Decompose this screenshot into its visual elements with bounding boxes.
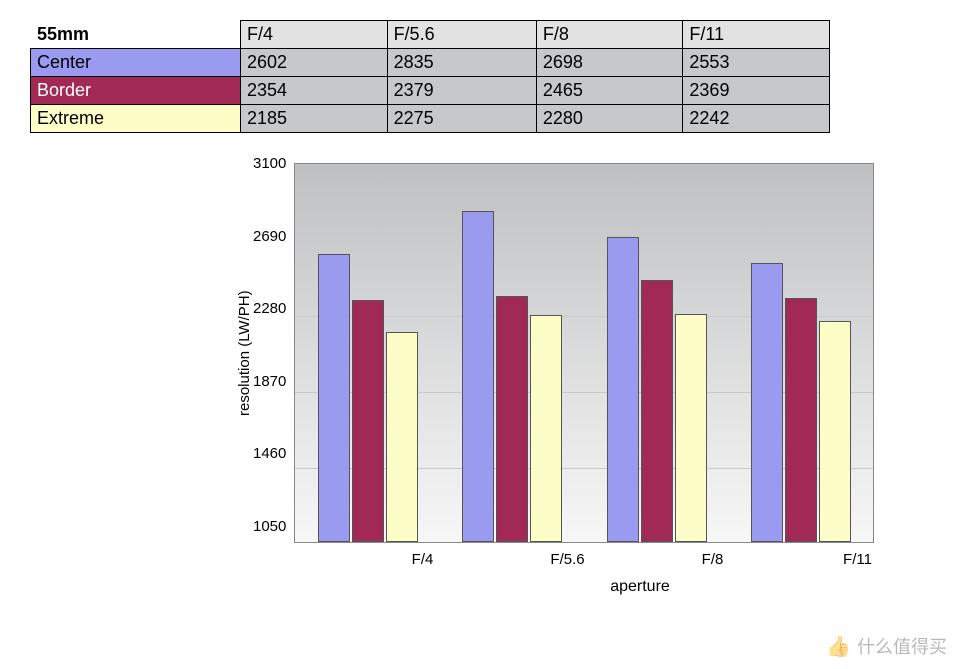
resolution-chart: resolution (LW/PH) 3100 2690 2280 1870 1… bbox=[230, 163, 930, 596]
row-label-extreme: Extreme bbox=[31, 105, 241, 133]
col-header: F/4 bbox=[241, 21, 388, 49]
col-header: F/11 bbox=[683, 21, 830, 49]
x-tick: F/11 bbox=[785, 551, 930, 568]
x-axis-label: aperture bbox=[350, 578, 930, 596]
x-tick: F/4 bbox=[350, 551, 495, 568]
table-row: Border 2354 2379 2465 2369 bbox=[31, 77, 830, 105]
bar-group bbox=[729, 164, 874, 542]
y-tick: 2280 bbox=[253, 300, 286, 317]
y-tick: 3100 bbox=[253, 155, 286, 172]
bar-extreme bbox=[386, 332, 418, 542]
bar-extreme bbox=[675, 314, 707, 542]
cell: 2369 bbox=[683, 77, 830, 105]
x-axis-ticks: F/4 F/5.6 F/8 F/11 bbox=[350, 551, 930, 568]
table-row: Extreme 2185 2275 2280 2242 bbox=[31, 105, 830, 133]
cell: 2698 bbox=[536, 49, 683, 77]
table-row: Center 2602 2835 2698 2553 bbox=[31, 49, 830, 77]
bar-group bbox=[440, 164, 585, 542]
cell: 2185 bbox=[241, 105, 388, 133]
x-tick: F/5.6 bbox=[495, 551, 640, 568]
cell: 2602 bbox=[241, 49, 388, 77]
cell: 2242 bbox=[683, 105, 830, 133]
resolution-table: 55mm F/4 F/5.6 F/8 F/11 Center 2602 2835… bbox=[30, 20, 830, 133]
watermark-text: 什么值得买 bbox=[857, 633, 947, 659]
bar-border bbox=[496, 296, 528, 542]
cell: 2465 bbox=[536, 77, 683, 105]
bar-extreme bbox=[530, 315, 562, 542]
plot-area bbox=[294, 163, 874, 543]
col-header: F/5.6 bbox=[387, 21, 536, 49]
row-label-center: Center bbox=[31, 49, 241, 77]
bar-center bbox=[751, 263, 783, 542]
bar-center bbox=[462, 211, 494, 542]
y-tick: 2690 bbox=[253, 228, 286, 245]
y-axis-ticks: 3100 2690 2280 1870 1460 1050 bbox=[253, 155, 294, 535]
bar-center bbox=[607, 237, 639, 542]
y-tick: 1870 bbox=[253, 373, 286, 390]
cell: 2354 bbox=[241, 77, 388, 105]
thumb-icon: 👍 bbox=[826, 634, 851, 659]
cell: 2835 bbox=[387, 49, 536, 77]
table-header-row: 55mm F/4 F/5.6 F/8 F/11 bbox=[31, 21, 830, 49]
cell: 2553 bbox=[683, 49, 830, 77]
col-header: F/8 bbox=[536, 21, 683, 49]
y-tick: 1050 bbox=[253, 518, 286, 535]
y-tick: 1460 bbox=[253, 445, 286, 462]
cell: 2280 bbox=[536, 105, 683, 133]
y-axis-label: resolution (LW/PH) bbox=[230, 163, 253, 543]
x-tick: F/8 bbox=[640, 551, 785, 568]
bar-group bbox=[584, 164, 729, 542]
bar-groups bbox=[295, 164, 873, 542]
table-title: 55mm bbox=[31, 21, 241, 49]
watermark: 👍 什么值得买 bbox=[826, 633, 947, 659]
row-label-border: Border bbox=[31, 77, 241, 105]
cell: 2275 bbox=[387, 105, 536, 133]
bar-group bbox=[295, 164, 440, 542]
bar-border bbox=[352, 300, 384, 542]
bar-border bbox=[785, 298, 817, 542]
bar-extreme bbox=[819, 321, 851, 542]
bar-center bbox=[318, 254, 350, 542]
bar-border bbox=[641, 280, 673, 542]
cell: 2379 bbox=[387, 77, 536, 105]
